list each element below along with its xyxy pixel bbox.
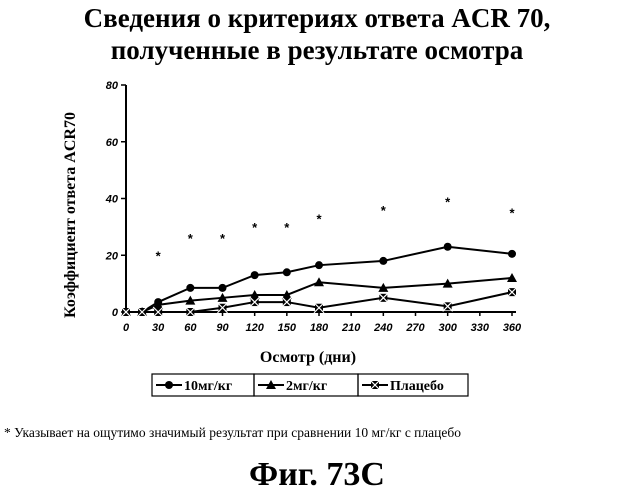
x-tick-label: 270 xyxy=(405,322,425,334)
y-tick-label: 20 xyxy=(105,250,119,262)
marker-cross xyxy=(249,296,261,308)
data-point xyxy=(379,256,388,265)
x-tick-label: 0 xyxy=(123,322,130,334)
marker-cross xyxy=(120,306,132,318)
footnote: * Указывает на ощутимо значимый результа… xyxy=(4,425,461,440)
marker-cross xyxy=(184,306,196,318)
data-point xyxy=(217,302,228,314)
data-point xyxy=(282,268,291,277)
x-tick-label: 300 xyxy=(438,322,457,334)
data-point xyxy=(152,306,164,318)
data-point xyxy=(315,261,323,270)
marker-cross xyxy=(313,302,325,314)
x-tick-label: 150 xyxy=(278,322,297,334)
data-point xyxy=(314,277,324,287)
data-point xyxy=(281,289,292,299)
x-tick-label: 330 xyxy=(471,322,490,334)
data-point xyxy=(185,295,196,305)
data-point xyxy=(506,286,518,298)
legend-marker xyxy=(266,380,276,389)
marker-cross xyxy=(377,292,389,304)
x-axis-label: Осмотр (дни) xyxy=(260,349,356,366)
significance-star: * xyxy=(156,248,162,263)
marker-cross xyxy=(217,302,228,314)
data-point xyxy=(281,296,293,308)
marker-cross xyxy=(506,286,518,298)
x-tick-label: 90 xyxy=(216,322,229,334)
significance-star: * xyxy=(445,194,451,209)
significance-star: * xyxy=(252,220,258,235)
data-point xyxy=(120,306,132,318)
data-point xyxy=(186,283,195,292)
chart-title: Сведения о критериях ответа ACR 70, полу… xyxy=(0,2,634,66)
legend-label: Плацебо xyxy=(390,379,444,394)
data-point xyxy=(249,289,260,299)
significance-star: * xyxy=(188,231,194,246)
x-tick-label: 120 xyxy=(245,322,264,334)
legend-marker xyxy=(369,379,381,391)
significance-star: * xyxy=(220,231,226,246)
legend-box xyxy=(357,373,469,397)
legend-label: 2мг/кг xyxy=(286,379,327,394)
marker-cross xyxy=(369,379,381,391)
x-tick-label: 360 xyxy=(503,322,522,334)
x-tick-label: 240 xyxy=(373,322,393,334)
y-tick-label: 0 xyxy=(112,307,119,319)
data-point xyxy=(442,278,453,288)
significance-star: * xyxy=(381,203,387,218)
series-lines xyxy=(120,242,518,318)
marker-cross xyxy=(136,306,148,318)
x-tick-label: 210 xyxy=(341,322,361,334)
data-point xyxy=(249,296,261,308)
data-point xyxy=(217,292,228,302)
legend-entry-2: 2мг/кг xyxy=(258,379,327,394)
x-tick-label: 60 xyxy=(184,322,197,334)
marker-cross xyxy=(152,306,164,318)
axes: 0 20 40 60 80 0 30 60 90 120 150 180 210 240 270 300 330… xyxy=(105,80,522,334)
chart-title-line-1: Сведения о критериях ответа ACR 70, xyxy=(83,3,551,33)
data-point xyxy=(313,302,325,314)
x-tick-label: 180 xyxy=(310,322,329,334)
y-tick-label: 80 xyxy=(106,80,119,92)
data-point xyxy=(153,299,164,309)
data-point xyxy=(378,282,389,292)
significance-markers: * * * * * * * * * xyxy=(156,194,516,263)
significance-star: * xyxy=(284,220,290,235)
data-point xyxy=(136,306,148,318)
significance-star: * xyxy=(509,206,515,221)
data-point xyxy=(377,292,389,304)
data-point xyxy=(250,271,259,280)
acr70-line-chart: 0 20 40 60 80 0 30 60 90 120 150 180 210 240 270 300 330… xyxy=(62,80,522,397)
figure-label: Фиг. 73С xyxy=(249,456,385,493)
data-point xyxy=(218,283,227,292)
y-axis-label: Коэффициент ответа ACR70 xyxy=(62,112,79,318)
significance-star: * xyxy=(316,211,322,226)
y-tick-label: 60 xyxy=(106,137,119,149)
data-point xyxy=(442,300,454,312)
legend: 10мг/кг 2мг/кг Плацебо xyxy=(151,373,469,397)
legend-marker xyxy=(165,381,173,389)
marker-cross xyxy=(442,300,454,312)
legend-entry-3: Плацебо xyxy=(362,379,444,394)
data-point xyxy=(507,272,517,282)
marker-cross xyxy=(281,296,293,308)
x-tick-label: 30 xyxy=(152,322,165,334)
data-point xyxy=(508,249,516,258)
data-point xyxy=(184,306,196,318)
legend-entry-1: 10мг/кг xyxy=(156,379,232,394)
series-3 xyxy=(120,286,518,318)
chart-title-line-2: полученные в результате осмотра xyxy=(110,35,524,65)
y-tick-label: 40 xyxy=(105,194,119,206)
data-point xyxy=(443,242,452,251)
legend-label: 10мг/кг xyxy=(184,379,232,394)
